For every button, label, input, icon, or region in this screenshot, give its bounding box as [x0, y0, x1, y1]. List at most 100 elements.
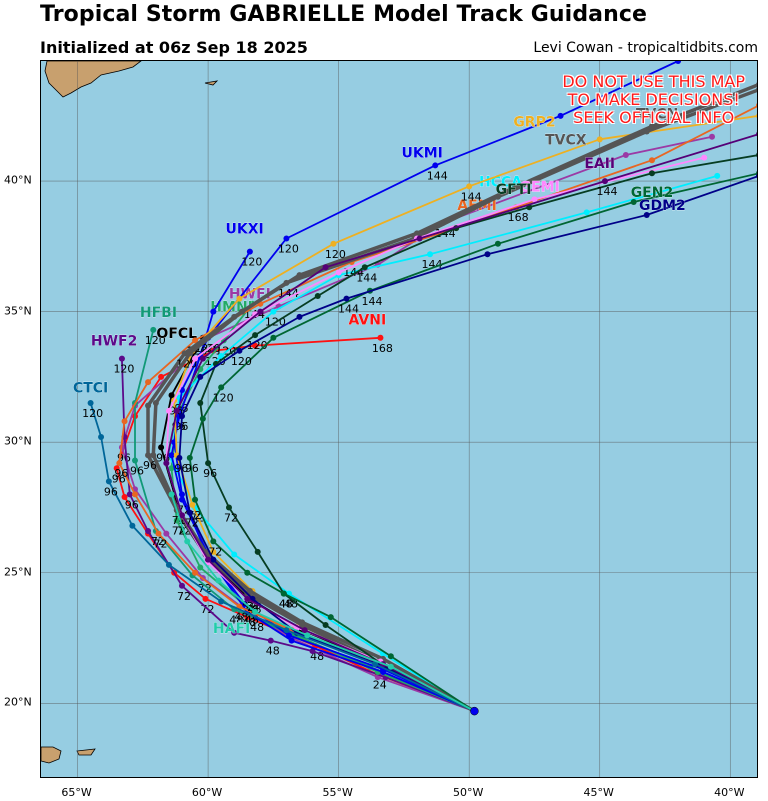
track-eaii: 144 EAII [163, 131, 757, 712]
track-point [701, 154, 708, 161]
track-point [254, 548, 261, 555]
track-point [583, 209, 590, 216]
track-point [296, 272, 303, 279]
forecast-hour-label: 48 [234, 611, 248, 624]
forecast-hour-label: 48 [242, 616, 256, 629]
track-label: GFTI [496, 182, 532, 198]
track-point [244, 595, 251, 602]
track-hwf2: 48 72 96 120 HWF2 [91, 333, 475, 712]
track-point [121, 494, 128, 501]
track-point [648, 123, 655, 130]
warning-text: DO NOT USE THIS MAP TO MAKE DECISIONS! S… [562, 73, 745, 127]
track-point [416, 235, 423, 242]
track-point [178, 582, 185, 589]
track-label: HFBI [140, 305, 177, 321]
track-point [270, 334, 277, 341]
track-point [413, 230, 420, 237]
track-point [145, 379, 152, 386]
track-point [301, 627, 308, 634]
track-point [432, 162, 439, 169]
track-label: HAFI [213, 621, 250, 637]
track-point [210, 538, 217, 545]
track-point [270, 308, 277, 315]
track-point [98, 433, 105, 440]
track-point [327, 614, 334, 621]
track-point [314, 292, 321, 299]
forecast-hour-label: 96 [112, 472, 126, 485]
track-point [246, 248, 253, 255]
track-point [192, 337, 199, 344]
track-point [184, 538, 191, 545]
track-point [494, 240, 501, 247]
track-point [218, 384, 225, 391]
forecast-hour-label: 144 [461, 190, 482, 203]
forecast-hour-label: 144 [422, 258, 443, 271]
track-point [252, 332, 259, 339]
track-point [756, 103, 757, 108]
track-gdm2: 48 72 96 120 144 GDM2 [174, 173, 757, 712]
forecast-hour-label: 48 [250, 621, 264, 634]
track-point [158, 373, 165, 380]
track-point [372, 661, 379, 668]
track-hafi: HAFI [168, 491, 475, 712]
track-point [330, 240, 337, 247]
track-label: GEMI [520, 180, 560, 196]
track-point [150, 452, 157, 459]
track-point [648, 157, 655, 164]
track-point [343, 295, 350, 302]
forecast-hour-label: 48 [266, 645, 280, 658]
forecast-hour-label: 96 [143, 459, 157, 472]
track-point [239, 308, 246, 315]
track-label: UKXI [226, 221, 264, 237]
track-point [173, 517, 180, 524]
x-axis-tick-label: 45°W [583, 786, 614, 799]
track-point [168, 465, 175, 472]
forecast-hour-label: 96 [104, 485, 118, 498]
forecast-hour-label: 72 [153, 538, 167, 551]
y-axis-tick-label: 40°N [4, 173, 32, 187]
track-point [309, 648, 316, 655]
forecast-hour-label: 120 [231, 355, 252, 368]
track-point [192, 496, 199, 503]
track-point [168, 491, 175, 498]
forecast-hour-label: 120 [145, 334, 166, 347]
forecast-hour-label: 96 [114, 467, 128, 480]
forecast-hour-label: 96 [130, 464, 144, 477]
track-point [192, 569, 199, 576]
forecast-hour-label: 48 [229, 613, 243, 626]
forecast-hour-label: 72 [224, 511, 238, 524]
track-point [756, 173, 757, 179]
track-point [756, 131, 757, 137]
track-label: GEN2 [631, 185, 674, 201]
track-label: EAII [584, 156, 615, 172]
track-point [557, 112, 564, 119]
track-point [622, 151, 629, 158]
track-point [322, 264, 329, 271]
track-point [163, 530, 170, 537]
forecast-hour-label: 48 [279, 598, 293, 611]
track-point [756, 87, 757, 92]
warning-line-1: DO NOT USE THIS MAP [562, 72, 745, 91]
forecast-hour-label: 144 [343, 266, 364, 279]
track-point [714, 172, 721, 179]
forecast-hour-label: 48 [279, 598, 293, 611]
track-point [335, 269, 342, 276]
forecast-hour-label: 144 [361, 295, 382, 308]
track-gfti: 48 72 96 120 144 GFTI [197, 152, 757, 712]
track-point [129, 522, 136, 529]
land-islet [204, 80, 219, 86]
track-point [236, 347, 243, 354]
track-point [630, 198, 637, 205]
credit-text: Levi Cowan - tropicaltidbits.com [533, 40, 758, 56]
track-point [387, 653, 394, 660]
track-point [244, 569, 251, 576]
track-tvcn: TVCN [150, 82, 757, 713]
track-tvcx: 48 72 96 120 144 TVCX [143, 87, 757, 713]
forecast-hour-label: 72 [151, 535, 165, 548]
track-point [168, 392, 175, 399]
track-point [121, 418, 128, 425]
track-point [178, 512, 185, 519]
track-point [648, 170, 655, 177]
forecast-hour-label: 96 [125, 498, 139, 511]
track-point [218, 598, 225, 605]
